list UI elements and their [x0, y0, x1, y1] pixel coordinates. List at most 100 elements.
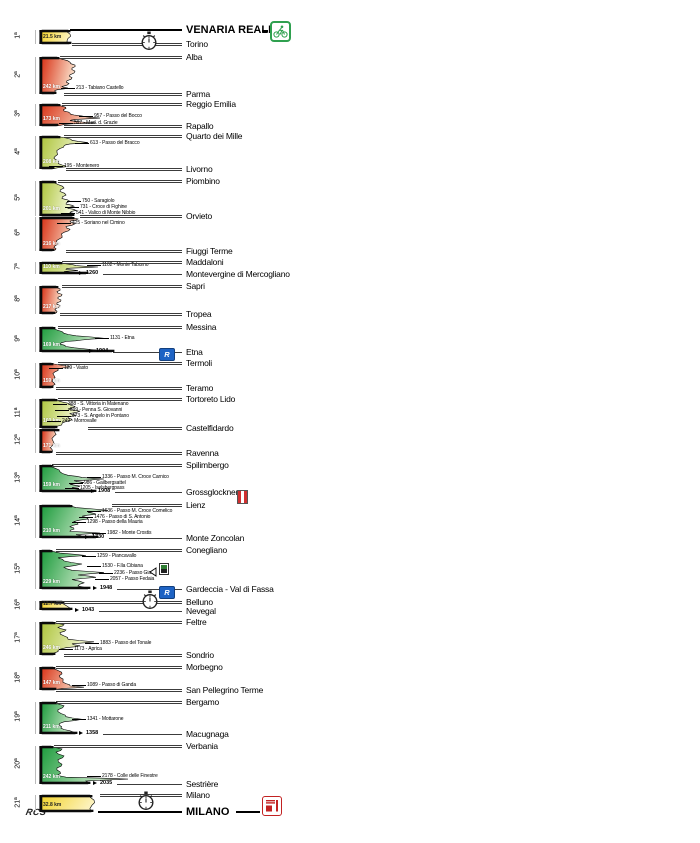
- peak-leader-line: [49, 368, 63, 369]
- city-label: Alba: [186, 51, 203, 62]
- stage-3-number: 3ª: [14, 110, 22, 117]
- city-label: Lienz: [186, 499, 206, 510]
- city-label: Torino: [186, 38, 208, 49]
- city-label: MILANO: [186, 805, 230, 818]
- stage-21-number: 21ª: [14, 796, 22, 808]
- stage-17-profile: [41, 621, 95, 656]
- peak-label: 597 - Mad. d. Grazie: [74, 119, 118, 126]
- city-line: [56, 548, 182, 552]
- stage-21-axis-guide: [34, 795, 36, 812]
- city-label: Nevegal: [186, 605, 216, 616]
- peak-label: 750 - Saragiolo: [82, 197, 115, 204]
- peak-leader-line: [95, 338, 109, 339]
- peak-leader-line: [79, 517, 93, 518]
- stage-6-profile: [41, 216, 79, 252]
- cima-coppi-glyph: [161, 564, 167, 569]
- peak-label: 1298 - Passo della Mauria: [87, 518, 143, 525]
- city-label: Montevergine di Mercogliano: [186, 268, 290, 279]
- city-line: [64, 134, 182, 138]
- austria-flag-icon: [237, 490, 248, 504]
- peak-label: 541 - Valico di Monte Nibbio: [76, 209, 136, 216]
- stage-17-axis-guide: [34, 622, 36, 655]
- summit-arrow-icon: [93, 780, 97, 785]
- cima-coppi-badge: [159, 563, 169, 575]
- peak-label: 195 - Montenero: [64, 162, 100, 169]
- city-line: [109, 537, 182, 539]
- stage-11-profile: [41, 398, 81, 429]
- city-line: [112, 503, 182, 507]
- summit-altitude: 1260: [86, 269, 99, 276]
- city-line: [115, 491, 182, 493]
- city-line: [66, 249, 182, 253]
- stage-14-distance: 210 km: [43, 528, 60, 534]
- stage-4-profile: [41, 135, 89, 170]
- stage-19-distance: 211 km: [43, 724, 60, 730]
- city-line: [64, 92, 182, 96]
- stage-6-axis-guide: [34, 217, 36, 251]
- city-line: [52, 463, 182, 467]
- stage-4-number: 4ª: [14, 147, 22, 155]
- peak-label: 957 - Passo del Bocco: [94, 112, 142, 119]
- stage-3-axis-guide: [34, 104, 36, 126]
- stage-1-number: 1ª: [14, 32, 22, 39]
- summit-arrow-icon: [93, 585, 97, 590]
- finish-connector-line: [236, 811, 260, 813]
- stage-9-profile: [41, 326, 113, 353]
- city-line: [54, 744, 182, 748]
- rest-day-badge: R: [159, 348, 175, 361]
- summit-altitude: 1358: [86, 729, 99, 736]
- peak-leader-line: [55, 410, 69, 411]
- peak-leader-line: [47, 421, 61, 422]
- peak-label: 473 - S. Angelo in Pontano: [72, 412, 129, 419]
- city-label: Piombino: [186, 175, 220, 186]
- stage-20-distance: 242 km: [43, 774, 60, 780]
- city-line: [117, 588, 182, 590]
- peak-label: 1636 - Passo M. Croce Comelico: [102, 507, 173, 514]
- city-label: Sondrio: [186, 649, 214, 660]
- stage-5-distance: 201 km: [43, 206, 60, 212]
- peak-label: 1476 - Passo di S. Antonio: [94, 513, 151, 520]
- city-line: [60, 55, 182, 59]
- peak-label: 1131 - Etna: [110, 334, 135, 341]
- city-line: [70, 29, 182, 31]
- city-line: [64, 124, 182, 128]
- stage-3-profile: [41, 103, 101, 127]
- rest-day-badge: R: [159, 586, 175, 599]
- peak-leader-line: [72, 522, 86, 523]
- city-label: Gardeccia - Val di Fassa: [186, 583, 274, 594]
- city-label: Bergamo: [186, 696, 220, 707]
- city-label: Orvieto: [186, 210, 212, 221]
- peak-leader-line: [65, 207, 79, 208]
- city-label: Termoli: [186, 357, 212, 368]
- peak-leader-line: [61, 88, 75, 89]
- city-label: Livorno: [186, 163, 213, 174]
- city-label: Castelfidardo: [186, 422, 234, 433]
- peak-leader-line: [87, 511, 101, 512]
- stage-1-axis-guide: [34, 30, 36, 44]
- city-label: Morbegno: [186, 661, 223, 672]
- stage-8-number: 8ª: [14, 295, 22, 302]
- stage-13-number: 13ª: [14, 471, 22, 483]
- peak-leader-line: [49, 166, 63, 167]
- stage-18-distance: 147 km: [43, 680, 60, 686]
- stage-8-profile: [41, 285, 63, 315]
- city-line: [117, 783, 182, 785]
- city-label: Ravenna: [186, 447, 219, 458]
- stage-13-profile: [41, 464, 105, 493]
- peak-label: 129 - Vasto: [64, 364, 89, 371]
- stopwatch-icon: [137, 791, 155, 811]
- stage-15-axis-guide: [34, 550, 36, 589]
- stage-11-number: 11ª: [14, 407, 22, 417]
- peak-leader-line: [95, 579, 109, 580]
- stage-10-distance: 159 km: [43, 378, 60, 384]
- peak-label: 213 - Tabiano Castello: [76, 84, 124, 91]
- stage-2-number: 2ª: [14, 70, 22, 78]
- peak-label: 1530 - F.lla Cibiana: [102, 562, 143, 569]
- finish-badge-icon: [262, 796, 282, 816]
- stage-12-axis-guide: [34, 429, 36, 453]
- city-label: VENARIA REALE: [186, 23, 276, 36]
- summit-arrow-icon: [85, 534, 89, 539]
- city-label: Maddaloni: [186, 256, 224, 267]
- peak-label: 986 - Gailbergsattel: [84, 479, 126, 486]
